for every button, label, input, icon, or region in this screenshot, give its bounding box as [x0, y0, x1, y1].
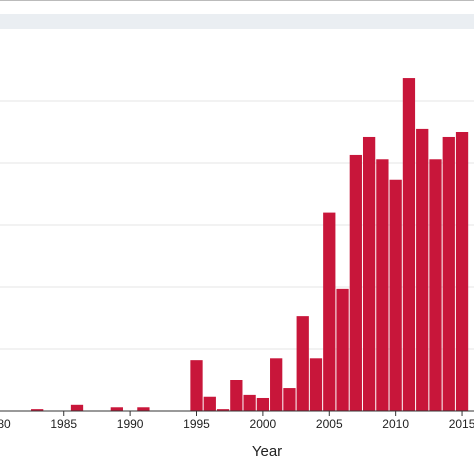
bar: [376, 159, 389, 411]
bar: [389, 179, 402, 411]
bar: [429, 159, 442, 411]
bar: [70, 404, 84, 411]
x-tick-label: 2010: [382, 417, 409, 431]
x-axis-label: Year: [252, 443, 282, 460]
bar: [442, 136, 455, 411]
bar: [362, 136, 376, 411]
bar: [402, 78, 416, 411]
bar: [283, 388, 296, 411]
x-tick-label: 1985: [50, 417, 77, 431]
bar: [190, 360, 203, 411]
bar: [31, 409, 44, 411]
bar: [323, 212, 336, 411]
bar: [336, 288, 349, 411]
x-tick-label: 2015: [449, 417, 474, 431]
x-tick-label: 2005: [316, 417, 343, 431]
bar: [256, 397, 270, 411]
bar: [416, 128, 429, 411]
bar: [455, 132, 469, 411]
bar: [110, 407, 123, 411]
bar: [309, 358, 323, 411]
bar: [349, 154, 362, 411]
bar: [203, 396, 216, 411]
header-strip: [0, 14, 474, 29]
bar: [270, 358, 283, 411]
bar: [216, 409, 230, 411]
x-tick-label: 1990: [117, 417, 144, 431]
bar: [230, 380, 243, 411]
bar: [296, 316, 309, 411]
bar: [243, 394, 256, 411]
bar: [137, 407, 150, 411]
x-tick-label: 2000: [250, 417, 277, 431]
x-tick-label: 1980: [0, 417, 11, 431]
x-tick-label: 1995: [183, 417, 210, 431]
